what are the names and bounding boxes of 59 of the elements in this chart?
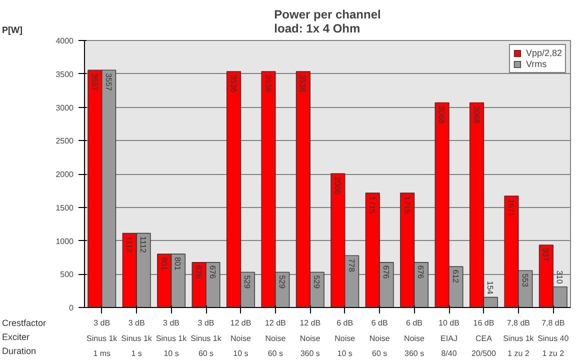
x-tick-label: 10 dB EIAJ 8/40 (438, 318, 460, 358)
data-label: 676 (194, 265, 204, 280)
data-label: 1112 (138, 236, 148, 254)
data-label: 310 (555, 270, 564, 284)
x-tick-label: 16 dB CEA 20/500 (471, 318, 496, 358)
data-label: 1671 (506, 198, 516, 218)
y-tick-label: 500 (60, 270, 74, 280)
x-tick-label: 6 dB Noise 360 s (404, 318, 426, 358)
text: Crestfactor (2, 317, 46, 330)
x-tick-label: 3 dB Sinus 1k 60 s (190, 318, 222, 358)
y-tick-label: 0 (69, 304, 74, 312)
x-tick-label: 12 dB Noise 60 s (264, 318, 286, 358)
data-label: 1715 (368, 196, 377, 214)
data-label: 3557 (104, 73, 113, 92)
chart-title: Power per channel (274, 8, 381, 22)
y-tick-label: 3000 (56, 103, 74, 112)
data-label: 676 (416, 265, 426, 280)
x-tick-label: 3 dB Sinus 1k 10 s (156, 318, 188, 358)
data-label: 154 (486, 280, 495, 295)
data-label: 778 (346, 258, 356, 272)
x-tick-label: 3 dB Sinus 1k 1 ms (86, 318, 118, 358)
data-label: 676 (208, 265, 217, 280)
x-tick-label: 6 dB Noise 10 s (334, 318, 356, 358)
y-tick-label: 4000 (56, 36, 74, 46)
data-label: 529 (242, 275, 252, 290)
chart-subtitle: load: 1x 4 Ohm (274, 22, 360, 36)
data-label: 529 (312, 275, 322, 290)
text: Exciter (2, 331, 30, 344)
y-tick-label: 1500 (56, 203, 74, 212)
data-label: 3536 (298, 74, 308, 93)
data-label: 676 (382, 265, 391, 280)
data-label: 529 (277, 275, 286, 290)
x-tick-label: 6 dB Noise 60 s (369, 318, 390, 358)
data-label: 3536 (228, 74, 238, 93)
data-label: 553 (520, 274, 530, 288)
x-tick-label: 3 dB Sinus 1k 1 s (121, 318, 153, 358)
y-axis-title: P[W] (2, 24, 22, 37)
data-label: 3536 (263, 74, 272, 93)
legend-label: Vrms (526, 59, 547, 69)
y-tick-label: 3500 (56, 70, 74, 79)
x-tick-label: 12 dB Noise 360 s (300, 318, 321, 358)
data-label: 3557 (90, 73, 99, 92)
data-label: 3068 (472, 106, 481, 124)
x-tick-label: 7,8 dB Sinus 40 1 zu 2 (538, 318, 570, 358)
x-tick-label: 7,8 dB Sinus 1k 1 zu 2 (503, 318, 535, 358)
y-tick-label: 2000 (56, 170, 74, 179)
data-label: 937 (541, 248, 550, 262)
data-label: 2006 (332, 176, 342, 195)
x-tick-label: 12 dB Noise 10 s (230, 318, 252, 358)
data-label: 612 (450, 270, 460, 284)
y-tick-label: 2500 (56, 136, 74, 146)
y-tick-label: 1000 (56, 236, 74, 246)
legend-label: Vpp/2,82 (526, 48, 562, 58)
data-label: 1112 (124, 236, 134, 254)
data-label: 3068 (437, 106, 446, 124)
data-label: 801 (159, 257, 168, 271)
text: Duration (2, 345, 36, 358)
data-label: 1715 (402, 196, 412, 214)
data-label: 801 (173, 257, 182, 271)
